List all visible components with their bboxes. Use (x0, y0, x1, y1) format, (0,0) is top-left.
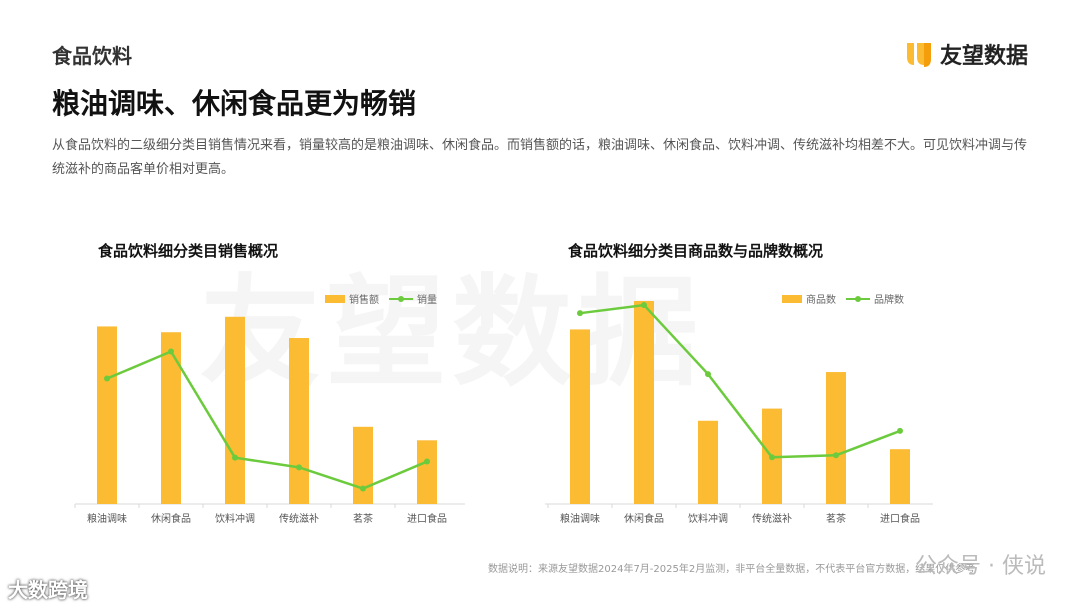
chart2-title: 食品饮料细分类目商品数与品牌数概况 (568, 242, 824, 260)
overlay-watermark-right: 公众号 · 侠说 (915, 554, 1046, 579)
legend-bar-swatch (782, 294, 802, 303)
chart2-legend-line-label: 品牌数 (874, 295, 904, 306)
chart2-x-tick-label: 饮料冲调 (688, 512, 728, 525)
chart1-line-point-3 (232, 454, 238, 461)
brand-logo: 友望数据 (904, 38, 1028, 70)
chart2-line-point-4 (769, 454, 775, 461)
chart1-bar-3 (225, 316, 245, 504)
chart1-line-point-6 (424, 458, 430, 465)
intro-paragraph: 从食品饮料的二级细分类目销售情况来看，销量较高的是粮油调味、休闲食品。而销售额的… (52, 138, 1028, 177)
chart1-line-point-4 (296, 464, 302, 471)
legend-line-swatch (846, 294, 870, 304)
chart1-title: 食品饮料细分类目销售概况 (98, 242, 279, 260)
chart1-line-point-5 (360, 485, 366, 492)
chart1-bar-1 (97, 326, 117, 504)
chart1-legend: 销售额 销量 (325, 291, 437, 306)
data-footnote: 数据说明：来源友望数据2024年7月-2025年2月监测，非平台全量数据，不代表… (488, 564, 976, 575)
chart2-bar-1 (570, 329, 590, 504)
chart1-line-point-2 (168, 348, 174, 355)
section-label: 食品饮料 (52, 44, 132, 68)
chart1-bar-2 (161, 332, 181, 504)
chart2-line-point-1 (577, 310, 583, 317)
chart1-bar-6 (417, 440, 437, 504)
page-title: 粮油调味、休闲食品更为畅销 (52, 87, 417, 120)
chart2-line-point-5 (833, 452, 839, 459)
chart2-line-series (579, 303, 901, 459)
brand-mark-icon (906, 43, 931, 67)
chart1-legend-line-label: 销量 (417, 295, 437, 306)
chart2-x-tick-label: 传统滋补 (752, 512, 792, 525)
chart1-x-tick-label: 茗茶 (353, 512, 373, 525)
chart1-plot: 粮油调味 休闲食品 饮料冲调 传统滋补 茗茶 进口食品 (74, 316, 465, 525)
overlay-watermark-left: 大数跨境 (8, 578, 88, 602)
chart2-line-point-3 (705, 371, 711, 378)
chart1-line-point-1 (104, 375, 110, 382)
chart2-bar-5 (826, 372, 846, 504)
chart2-bar-3 (698, 420, 718, 504)
chart2-x-tick-label: 粮油调味 (560, 512, 600, 525)
chart2-x-tick-label: 进口食品 (880, 512, 920, 525)
legend-line-swatch (389, 294, 413, 304)
brand-name: 友望数据 (939, 44, 1028, 69)
chart2-x-tick-label: 休闲食品 (624, 512, 664, 525)
chart2-x-tick-label: 茗茶 (826, 512, 846, 525)
chart1-x-tick-label: 休闲食品 (151, 512, 191, 525)
chart2-line-point-6 (897, 427, 903, 434)
chart1-x-tick-label: 进口食品 (407, 512, 447, 525)
chart1-line-series (106, 350, 428, 490)
chart2-plot: 粮油调味 休闲食品 饮料冲调 传统滋补 茗茶 进口食品 (545, 301, 933, 525)
chart2-bar-2 (634, 301, 654, 504)
chart1-bar-5 (353, 426, 373, 504)
chart1-legend-bar-label: 销售额 (349, 295, 379, 306)
chart1-x-tick-label: 饮料冲调 (215, 512, 255, 525)
chart2-legend: 商品数 品牌数 (782, 291, 904, 306)
chart2-legend-bar-label: 商品数 (806, 295, 836, 306)
chart1-x-tick-label: 传统滋补 (279, 512, 319, 525)
legend-bar-swatch (325, 294, 345, 303)
chart1-x-tick-label: 粮油调味 (87, 512, 127, 525)
chart2-line-point-2 (641, 302, 647, 309)
chart1-bar-4 (289, 338, 309, 504)
chart2-bar-6 (890, 449, 910, 504)
